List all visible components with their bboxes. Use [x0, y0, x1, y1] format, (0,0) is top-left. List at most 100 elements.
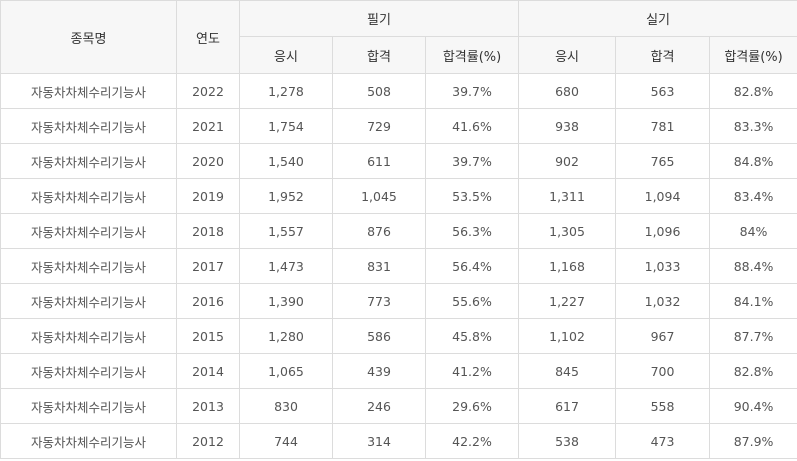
cell-name: 자동차차체수리기능사	[0, 388, 177, 424]
header-written-passed: 합격	[332, 36, 426, 74]
cell-written-pass-rate: 39.7%	[424, 143, 520, 179]
cell-practical-pass-rate: 83.3%	[709, 108, 797, 144]
cell-practical-passed: 1,032	[615, 283, 711, 319]
cell-name: 자동차차체수리기능사	[0, 73, 177, 109]
cell-practical-pass-rate: 87.7%	[709, 318, 797, 354]
cell-name: 자동차차체수리기능사	[0, 108, 177, 144]
cell-written-passed: 729	[332, 108, 426, 144]
cell-practical-applicants: 845	[518, 353, 617, 389]
cell-practical-passed: 765	[615, 143, 711, 179]
cell-year: 2020	[176, 143, 240, 179]
cell-written-pass-rate: 56.4%	[424, 248, 520, 284]
table-row: 자동차차체수리기능사 2022 1,278 508 39.7% 680 563 82.8%	[0, 73, 797, 109]
header-year: 연도	[176, 0, 240, 74]
cell-written-applicants: 1,473	[239, 248, 333, 284]
header-written: 필기	[238, 0, 520, 37]
cell-written-pass-rate: 42.2%	[424, 423, 520, 459]
cell-written-applicants: 830	[239, 388, 333, 424]
cell-written-applicants: 1,540	[239, 143, 333, 179]
table-row: 자동차차체수리기능사 2015 1,280 586 45.8% 1,102 967 87.7%	[0, 318, 797, 354]
header-practical: 실기	[518, 0, 797, 37]
table-row: 자동차차체수리기능사 2012 744 314 42.2% 538 473 87.9%	[0, 423, 797, 459]
cell-written-passed: 876	[332, 213, 426, 249]
header-practical-pass-rate: 합격률(%)	[709, 36, 797, 74]
table-row: 자동차차체수리기능사 2017 1,473 831 56.4% 1,168 1,033 88.…	[0, 248, 797, 284]
header-row-sub: 응시 합격 합격률(%) 응시 합격 합격률(%)	[1, 36, 797, 74]
cell-practical-applicants: 617	[518, 388, 617, 424]
cell-name: 자동차차체수리기능사	[0, 178, 177, 214]
cell-written-applicants: 1,952	[239, 178, 333, 214]
cell-written-applicants: 1,390	[239, 283, 333, 319]
cell-name: 자동차차체수리기능사	[0, 248, 177, 284]
table-body: 자동차차체수리기능사 2022 1,278 508 39.7% 680 563 82.8% 자동…	[0, 73, 797, 459]
cell-practical-passed: 1,096	[615, 213, 711, 249]
cell-practical-applicants: 902	[518, 143, 617, 179]
cell-practical-pass-rate: 83.4%	[709, 178, 797, 214]
cell-year: 2013	[176, 388, 240, 424]
cell-practical-applicants: 1,168	[518, 248, 617, 284]
cell-year: 2017	[176, 248, 240, 284]
cell-practical-applicants: 1,227	[518, 283, 617, 319]
cell-year: 2016	[176, 283, 240, 319]
cell-written-pass-rate: 53.5%	[424, 178, 520, 214]
cell-practical-applicants: 938	[518, 108, 617, 144]
cell-practical-passed: 563	[615, 73, 711, 109]
cell-year: 2021	[176, 108, 240, 144]
cell-year: 2022	[176, 73, 240, 109]
cell-practical-passed: 1,033	[615, 248, 711, 284]
table-header: 종목명 연도 필기 실기 응시 합격 합격률(%) 응시 합격 합격률(%)	[0, 0, 797, 74]
cell-practical-passed: 781	[615, 108, 711, 144]
cell-written-applicants: 1,557	[239, 213, 333, 249]
cell-written-applicants: 744	[239, 423, 333, 459]
table-row: 자동차차체수리기능사 2014 1,065 439 41.2% 845 700 82.8%	[0, 353, 797, 389]
cell-written-applicants: 1,278	[239, 73, 333, 109]
cell-practical-passed: 473	[615, 423, 711, 459]
cell-year: 2018	[176, 213, 240, 249]
cell-written-passed: 439	[332, 353, 426, 389]
cell-practical-passed: 967	[615, 318, 711, 354]
cell-written-pass-rate: 45.8%	[424, 318, 520, 354]
cell-written-applicants: 1,280	[239, 318, 333, 354]
cell-name: 자동차차체수리기능사	[0, 423, 177, 459]
cell-practical-applicants: 1,305	[518, 213, 617, 249]
cell-written-pass-rate: 55.6%	[424, 283, 520, 319]
cell-name: 자동차차체수리기능사	[0, 353, 177, 389]
cell-written-passed: 831	[332, 248, 426, 284]
cell-written-passed: 1,045	[332, 178, 426, 214]
cell-practical-pass-rate: 82.8%	[709, 73, 797, 109]
cell-year: 2015	[176, 318, 240, 354]
cell-written-passed: 314	[332, 423, 426, 459]
header-name: 종목명	[0, 0, 177, 74]
cell-name: 자동차차체수리기능사	[0, 213, 177, 249]
cell-year: 2019	[176, 178, 240, 214]
cell-practical-passed: 558	[615, 388, 711, 424]
cell-practical-applicants: 538	[518, 423, 617, 459]
cell-written-applicants: 1,754	[239, 108, 333, 144]
cell-written-pass-rate: 41.6%	[424, 108, 520, 144]
header-practical-applicants: 응시	[518, 36, 617, 74]
cell-written-pass-rate: 56.3%	[424, 213, 520, 249]
cell-practical-passed: 1,094	[615, 178, 711, 214]
cell-written-passed: 773	[332, 283, 426, 319]
header-written-pass-rate: 합격률(%)	[424, 36, 520, 74]
cell-practical-pass-rate: 84.1%	[709, 283, 797, 319]
cell-written-applicants: 1,065	[239, 353, 333, 389]
cell-practical-pass-rate: 82.8%	[709, 353, 797, 389]
cell-practical-applicants: 680	[518, 73, 617, 109]
cell-year: 2014	[176, 353, 240, 389]
cell-practical-passed: 700	[615, 353, 711, 389]
header-written-applicants: 응시	[239, 36, 333, 74]
cell-year: 2012	[176, 423, 240, 459]
table-row: 자동차차체수리기능사 2020 1,540 611 39.7% 902 765 84.8%	[0, 143, 797, 179]
cell-written-passed: 586	[332, 318, 426, 354]
cell-name: 자동차차체수리기능사	[0, 283, 177, 319]
header-practical-passed: 합격	[615, 36, 711, 74]
cell-practical-pass-rate: 90.4%	[709, 388, 797, 424]
cell-practical-applicants: 1,102	[518, 318, 617, 354]
cell-written-passed: 246	[332, 388, 426, 424]
cell-practical-pass-rate: 87.9%	[709, 423, 797, 459]
table-row: 자동차차체수리기능사 2021 1,754 729 41.6% 938 781 83.3%	[0, 108, 797, 144]
cell-practical-applicants: 1,311	[518, 178, 617, 214]
cell-written-pass-rate: 39.7%	[424, 73, 520, 109]
